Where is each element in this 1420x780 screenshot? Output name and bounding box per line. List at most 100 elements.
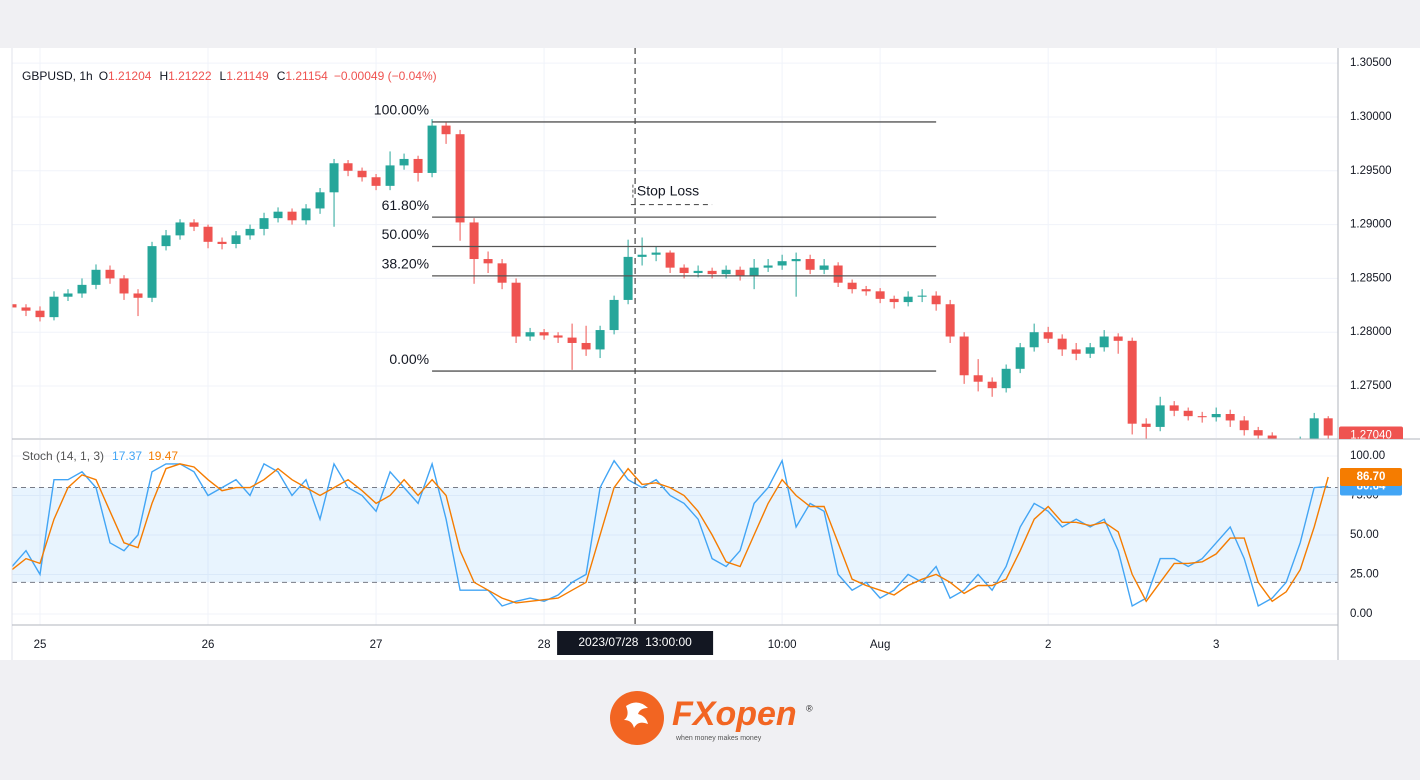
candle-body — [203, 226, 213, 242]
candle-body — [385, 165, 395, 186]
candle-body — [595, 330, 605, 350]
candle-body — [175, 222, 185, 236]
candle-body — [847, 282, 857, 290]
candle-body — [161, 235, 171, 247]
candle-body — [455, 134, 465, 223]
candle-body — [721, 269, 731, 275]
candle-body — [1057, 338, 1067, 350]
candle-body — [511, 282, 521, 337]
candle-body — [357, 170, 367, 178]
candle-body — [1267, 435, 1277, 439]
candle-body — [329, 163, 339, 193]
fib-label: 38.20% — [382, 256, 429, 272]
y-tick-label: 1.30500 — [1350, 57, 1392, 69]
candle-body — [301, 208, 311, 221]
x-tick-label: 2 — [1045, 639, 1051, 651]
candle-body — [245, 228, 255, 236]
candle-body — [1253, 430, 1263, 436]
fib-label: 50.00% — [382, 226, 429, 242]
ohlc-value: 1.21222 — [168, 69, 212, 83]
candle-body — [763, 265, 773, 268]
crosshair-label-box — [557, 631, 714, 655]
change: −0.00049 (−0.04%) — [334, 69, 437, 83]
ohlc-value: 1.21149 — [226, 69, 269, 83]
candle-body — [917, 295, 927, 297]
candle-body — [1211, 414, 1221, 418]
candle-body — [287, 211, 297, 221]
candle-body — [399, 158, 409, 166]
x-tick-label: 26 — [202, 639, 215, 651]
y-tick-label: 1.27500 — [1350, 380, 1392, 392]
symbol-header: GBPUSD, 1h O1.21204 H1.21222 L1.21149 C1.211… — [22, 69, 437, 83]
x-tick-label: 10:00 — [768, 639, 797, 651]
candle-body — [623, 256, 633, 300]
candle-body — [371, 177, 381, 186]
candle-body — [119, 278, 129, 294]
candle-body — [1001, 368, 1011, 389]
candle-body — [651, 252, 661, 255]
stoch-legend: Stoch (14, 1, 3) 17.37 19.47 — [22, 449, 178, 463]
logo-name: FXopen — [672, 695, 797, 733]
candle-body — [231, 235, 241, 244]
candle-body — [525, 332, 535, 337]
x-tick-label: Aug — [870, 639, 890, 651]
y-tick-label: 25.00 — [1350, 568, 1379, 580]
candle-body — [1183, 410, 1193, 417]
candle-body — [1239, 420, 1249, 431]
candle-body — [903, 296, 913, 303]
candle-body — [49, 296, 59, 318]
y-tick-label: 1.30000 — [1350, 111, 1392, 123]
ohlc-key: C — [277, 69, 286, 83]
candle-body — [273, 211, 283, 219]
x-tick-label: 28 — [538, 639, 551, 651]
candle-body — [791, 259, 801, 262]
stop-loss-label: Stop Loss — [637, 182, 699, 198]
ohlc-value: 1.21204 — [108, 69, 152, 83]
candle-body — [1029, 332, 1039, 348]
stoch-band — [12, 487, 1338, 583]
candle-body — [819, 265, 829, 270]
candle-body — [1071, 349, 1081, 354]
candle-body — [12, 304, 17, 308]
candle-body — [147, 246, 157, 298]
candle-body — [1141, 423, 1151, 427]
logo-tagline: when money makes money — [675, 735, 762, 742]
legend-value: 17.37 — [112, 449, 142, 463]
y-tick-label: 0.00 — [1350, 608, 1372, 620]
candle-body — [693, 270, 703, 274]
ohlc-value: 1.21154 — [285, 69, 328, 83]
price-axis-labels: 1.27040 — [1339, 426, 1403, 439]
candle-body — [945, 304, 955, 337]
candle-body — [987, 381, 997, 389]
candle-body — [1309, 418, 1319, 439]
candle-body — [1043, 332, 1053, 339]
fib-label: 61.80% — [382, 197, 429, 213]
logo: FXopen ® when money makes money — [610, 691, 813, 745]
candle-body — [665, 252, 675, 268]
y-tick-label: 50.00 — [1350, 529, 1379, 541]
ohlc-key: O — [99, 69, 108, 83]
candle-body — [553, 335, 563, 338]
symbol: GBPUSD, 1h — [22, 69, 93, 83]
stoch-pane — [12, 440, 1338, 625]
candle-body — [973, 375, 983, 382]
candle-body — [1099, 336, 1109, 348]
candle-body — [63, 293, 73, 297]
ohlc-key: L — [220, 69, 227, 83]
candle-body — [567, 337, 577, 343]
candle-body — [105, 269, 115, 279]
candle-body — [1169, 405, 1179, 411]
logo-registered: ® — [806, 703, 813, 713]
candle-body — [749, 267, 759, 277]
stoch-line — [12, 463, 1329, 604]
candle-body — [1015, 347, 1025, 369]
candle-body — [609, 299, 619, 331]
candle-body — [1155, 405, 1165, 427]
candle-body — [1225, 414, 1235, 421]
candle-body — [469, 222, 479, 260]
candle-body — [259, 218, 269, 229]
candle-body — [427, 125, 437, 173]
ohlc-key: H — [159, 69, 168, 83]
y-tick-label: 100.00 — [1350, 450, 1385, 462]
